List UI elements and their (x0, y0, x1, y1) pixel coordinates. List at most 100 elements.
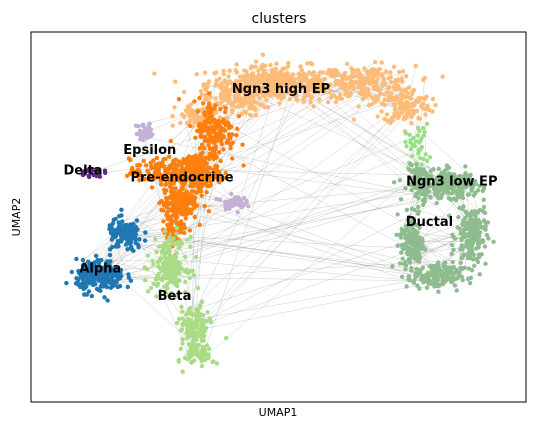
data-point (163, 169, 169, 174)
data-point (235, 87, 240, 92)
data-point (143, 163, 149, 168)
data-point (260, 62, 265, 68)
data-point (428, 195, 433, 200)
data-point (172, 200, 178, 206)
data-point (477, 183, 482, 189)
data-point (403, 242, 408, 247)
data-point (145, 168, 150, 173)
data-point (192, 195, 197, 200)
data-point (450, 180, 455, 185)
data-point (396, 83, 401, 89)
data-point (339, 85, 344, 90)
data-point (426, 277, 432, 282)
data-point (182, 230, 187, 236)
data-point (397, 178, 402, 183)
data-point (180, 167, 185, 172)
data-point (217, 150, 222, 155)
data-point (148, 285, 154, 291)
data-point (156, 264, 161, 269)
data-point (97, 174, 103, 179)
data-point (417, 235, 422, 240)
data-point (171, 236, 176, 241)
data-point (415, 244, 421, 249)
data-point (69, 269, 75, 275)
data-point (217, 180, 222, 185)
data-point (382, 92, 387, 97)
data-point (416, 125, 421, 131)
data-point (463, 175, 468, 180)
data-point (194, 330, 200, 335)
data-point (104, 260, 109, 265)
data-point (179, 266, 184, 271)
data-point (301, 71, 306, 76)
data-point (153, 172, 158, 177)
data-point (459, 236, 464, 242)
data-point (215, 164, 220, 169)
data-point (373, 94, 379, 99)
data-point (308, 96, 314, 101)
data-point (187, 200, 193, 205)
data-point (202, 93, 208, 98)
data-point (428, 169, 433, 174)
data-point (185, 357, 190, 362)
data-point (462, 226, 468, 231)
data-point (167, 244, 172, 249)
data-point (110, 221, 116, 226)
data-point (411, 87, 417, 93)
data-point (404, 284, 409, 289)
data-point (200, 336, 205, 342)
data-point (194, 307, 199, 312)
data-point (483, 224, 488, 229)
data-point (199, 363, 205, 369)
data-point (184, 120, 190, 126)
data-point (262, 68, 267, 74)
data-point (484, 232, 490, 238)
data-point (200, 325, 205, 330)
data-point (409, 252, 414, 257)
data-point (436, 166, 441, 171)
data-point (315, 84, 321, 90)
data-point (164, 286, 170, 291)
data-point (389, 90, 394, 96)
cluster-label-layer: Ngn3 high EP Ngn3 low EP Ductal Pre-endocri… (63, 82, 497, 304)
data-point (403, 262, 408, 267)
data-point (412, 102, 417, 108)
data-point (177, 222, 183, 227)
data-point (172, 274, 177, 279)
data-point (472, 263, 477, 268)
data-point (224, 89, 230, 94)
data-point (423, 112, 428, 117)
data-point (204, 169, 209, 174)
data-point (94, 275, 100, 280)
data-point (228, 146, 233, 151)
data-point (324, 83, 329, 89)
data-point (310, 62, 315, 67)
data-point (410, 242, 416, 247)
data-point (208, 183, 214, 188)
data-point (201, 353, 206, 358)
data-point (407, 181, 413, 187)
data-point (184, 107, 190, 113)
data-point (182, 290, 188, 295)
data-point (408, 147, 414, 152)
data-point (111, 272, 117, 277)
cluster-label: Pre-endocrine (130, 171, 233, 186)
data-point (371, 79, 376, 85)
data-point (398, 104, 403, 109)
data-point (446, 190, 452, 196)
data-point (128, 278, 134, 283)
data-point (137, 128, 143, 134)
data-point (215, 138, 220, 143)
data-point (399, 250, 404, 255)
data-point (379, 109, 384, 114)
data-point (417, 225, 422, 230)
data-point (308, 84, 313, 90)
data-point (174, 280, 179, 285)
data-point (162, 176, 167, 181)
data-point (115, 284, 121, 290)
data-point (191, 332, 196, 337)
data-point (391, 102, 396, 107)
data-point (137, 162, 143, 168)
data-point (291, 85, 296, 90)
data-point (86, 265, 92, 270)
